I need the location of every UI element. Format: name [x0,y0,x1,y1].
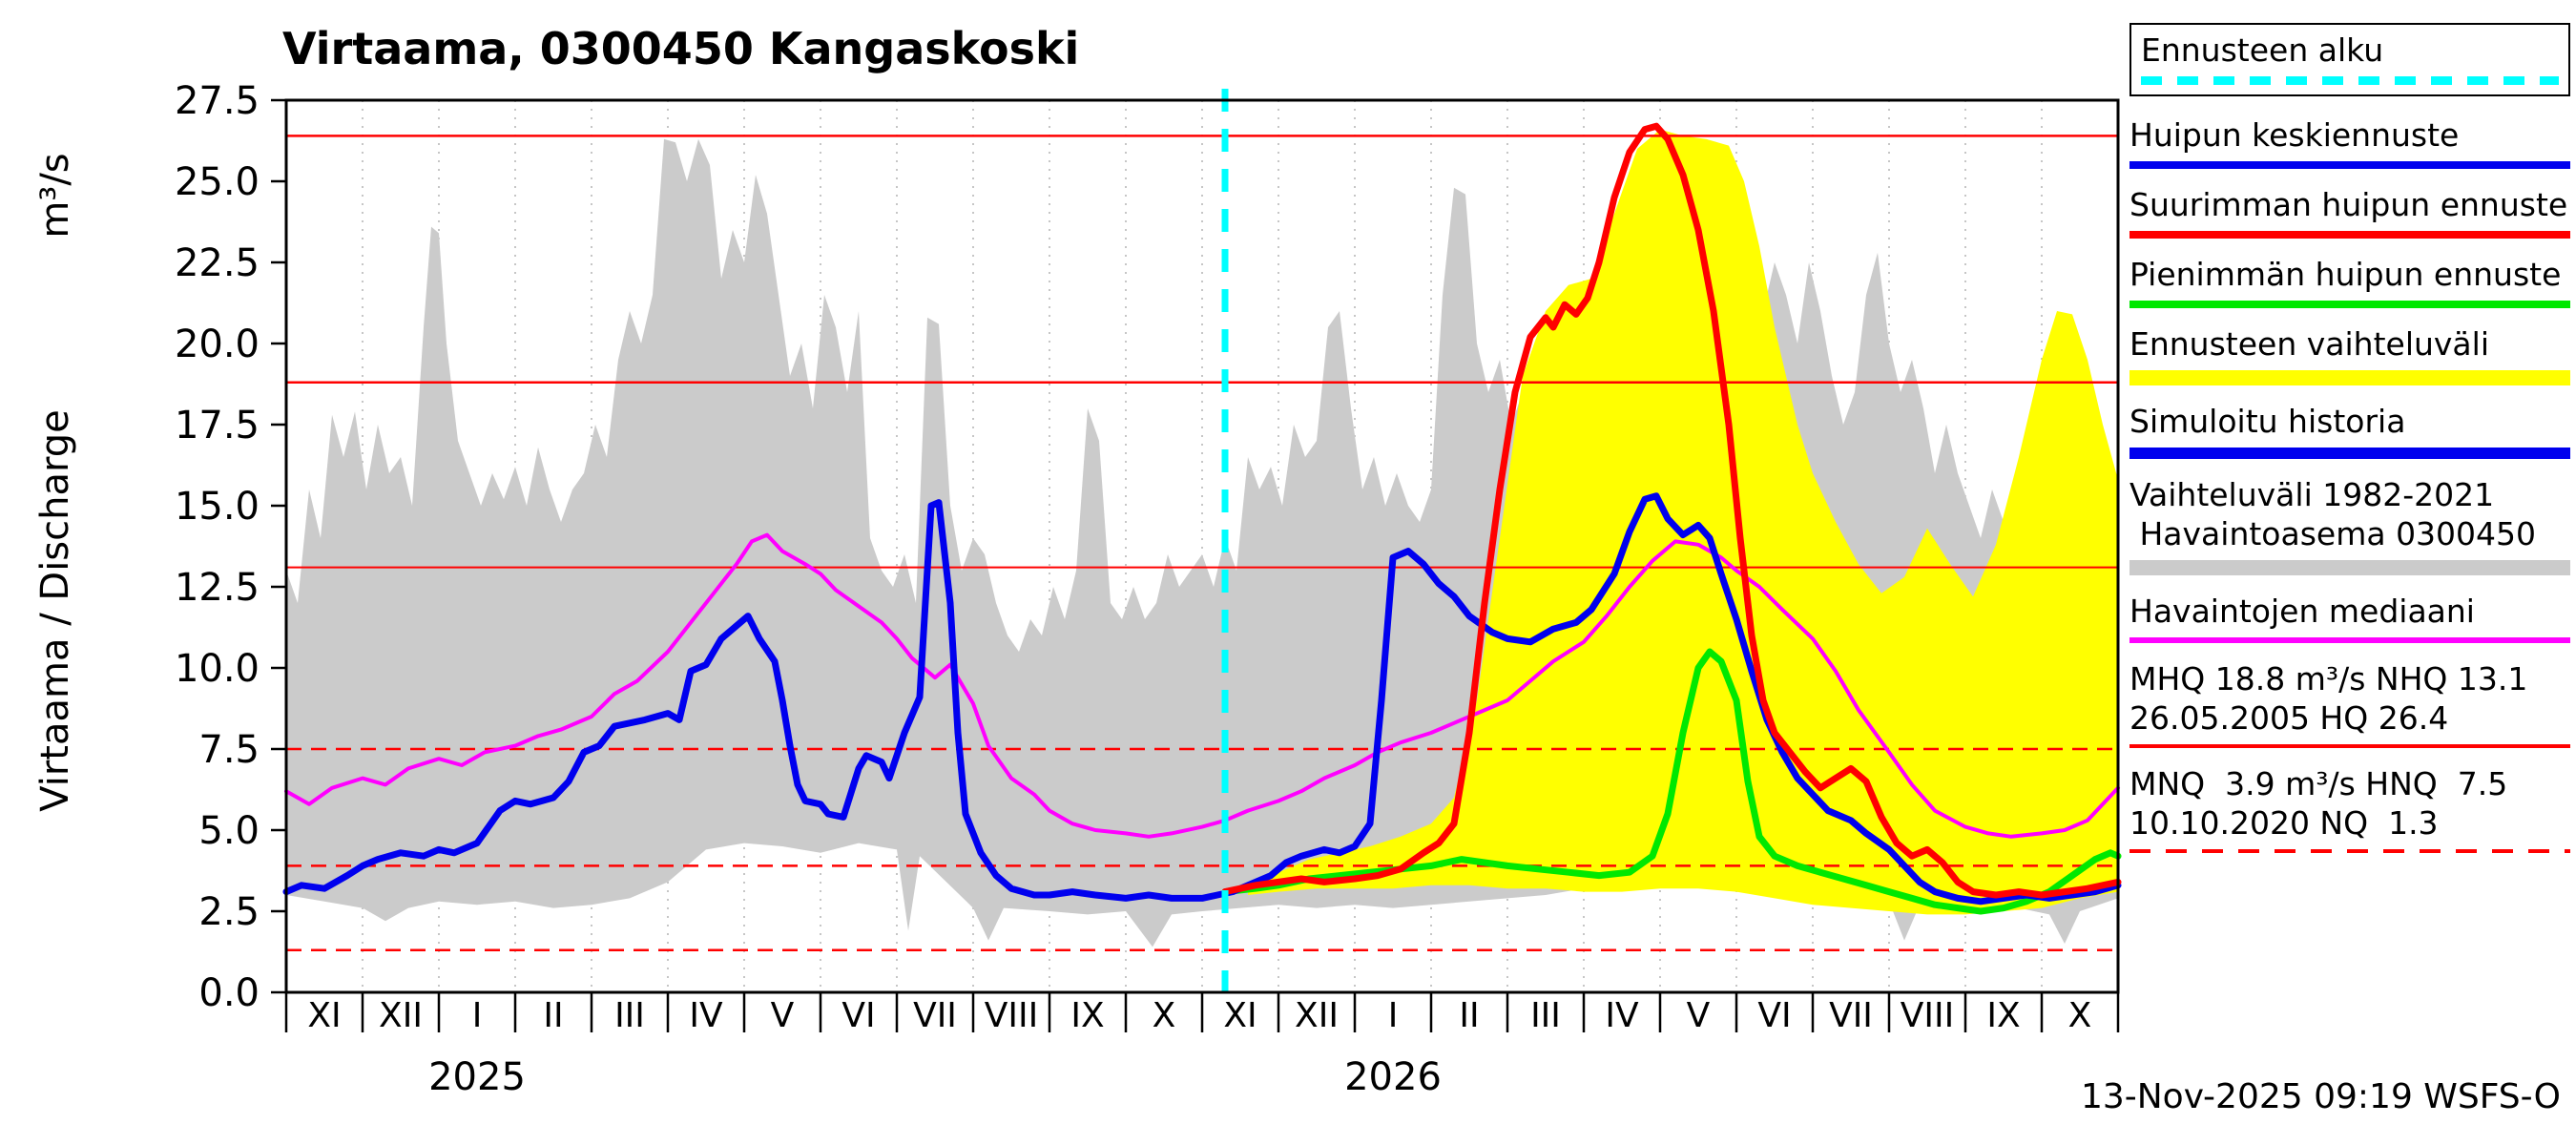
month-label: VIII [985,996,1038,1035]
y-tick-label: 2.5 [198,890,260,934]
vaihteluvali-1982-2021-swatch [2129,560,2570,575]
y-tick-label: 25.0 [175,160,260,204]
timestamp-label: 13-Nov-2025 09:19 WSFS-O [2080,1077,2561,1116]
legend-item-simuloitu-historia: Simuloitu historia [2129,402,2570,459]
suurimman-huipun-ennuste-line [1221,122,2122,899]
legend-item-suurimman-huipun-ennuste: Suurimman huipun ennuste [2129,185,2570,239]
legend-label: Vaihteluväli 1982-2021 [2129,476,2495,513]
month-label: III [614,996,645,1035]
year-label: 2026 [1344,1055,1442,1099]
month-label: VII [1829,996,1873,1035]
legend-label: Ennusteen vaihteluväli [2129,325,2489,363]
legend-item-ennusteen-alku: Ennusteen alku [2129,23,2570,96]
month-label: XII [1295,996,1339,1035]
y-tick-label: 15.0 [175,485,260,529]
y-tick-label: 22.5 [175,241,260,285]
month-label: II [543,996,563,1035]
suurimman-huipun-ennuste-swatch [2129,231,2570,239]
month-label: XII [379,996,423,1035]
month-label: II [1459,996,1479,1035]
month-label: I [1388,996,1399,1035]
month-label: VIII [1901,996,1954,1035]
legend-label: Huipun keskiennuste [2129,116,2460,154]
legend-item-pienimman-huipun-ennuste: Pienimmän huipun ennuste [2129,255,2570,308]
legend-item-mhq-nhq-hq: MHQ 18.8 m³/s NHQ 13.1 26.05.2005 HQ 26.4 [2129,659,2570,748]
ennusteen-alku-swatch [2141,76,2559,85]
month-label: I [472,996,483,1035]
legend-label: Havaintojen mediaani [2129,593,2475,630]
y-tick-label: 5.0 [198,809,260,853]
legend-label: MHQ 18.8 m³/s NHQ 13.1 [2129,660,2528,697]
pienimman-huipun-ennuste-swatch [2129,301,2570,308]
legend-item-vaihteluvali-1982-2021: Vaihteluväli 1982-2021 Havaintoasema 030… [2129,475,2570,575]
legend-item-havaintojen-mediaani: Havaintojen mediaani [2129,592,2570,643]
mnq-hnq-nq-swatch [2129,849,2570,853]
month-label: VI [841,996,875,1035]
legend-label: MNQ 3.9 m³/s HNQ 7.5 [2129,765,2508,802]
huipun-keskiennuste-swatch [2129,161,2570,169]
mhq-nhq-hq-swatch [2129,744,2570,748]
legend-label: 10.10.2020 NQ 1.3 [2129,804,2439,842]
month-label: IX [1986,996,2020,1035]
month-label: V [1687,996,1711,1035]
month-label: X [2068,996,2092,1035]
legend-item-huipun-keskiennuste: Huipun keskiennuste [2129,115,2570,169]
y-tick-label: 10.0 [175,647,260,691]
month-label: IV [1605,996,1639,1035]
month-label: IV [689,996,723,1035]
legend-label: Pienimmän huipun ennuste [2129,256,2562,293]
y-tick-label: 0.0 [198,971,260,1015]
legend-item-mnq-hnq-nq: MNQ 3.9 m³/s HNQ 7.5 10.10.2020 NQ 1.3 [2129,764,2570,853]
month-label: IX [1070,996,1104,1035]
page-title: Virtaama, 0300450 Kangaskoski [282,23,1080,74]
y-tick-label: 7.5 [198,728,260,772]
y-tick-label: 27.5 [175,79,260,123]
legend-label: Ennusteen alku [2141,31,2384,69]
simuloitu-historia-swatch [2129,448,2570,459]
month-label: XI [1223,996,1257,1035]
y-tick-label: 20.0 [175,323,260,366]
y-tick-label: 17.5 [175,404,260,448]
havaintojen-mediaani-line [284,532,2120,839]
chart-legend: Ennusteen alku Huipun keskiennuste Suurimm… [2129,23,2570,869]
month-label: X [1153,996,1176,1035]
legend-item-ennusteen-vaihteluvali: Ennusteen vaihteluväli [2129,324,2570,385]
ennusteen-vaihteluvali-band [1248,129,2118,915]
y-tick-label: 12.5 [175,566,260,610]
month-label: VI [1757,996,1791,1035]
legend-label: Simuloitu historia [2129,403,2406,440]
month-label: XI [307,996,341,1035]
pienimman-huipun-ennuste-line [1221,648,2122,915]
legend-label: Suurimman huipun ennuste [2129,186,2568,223]
month-label: V [771,996,795,1035]
legend-label: 26.05.2005 HQ 26.4 [2129,699,2449,737]
havaintojen-mediaani-swatch [2129,637,2570,643]
ennusteen-vaihteluvali-swatch [2129,370,2570,385]
legend-label: Havaintoasema 0300450 [2129,515,2537,552]
month-label: VII [913,996,957,1035]
month-label: III [1530,996,1561,1035]
year-label: 2025 [428,1055,526,1099]
